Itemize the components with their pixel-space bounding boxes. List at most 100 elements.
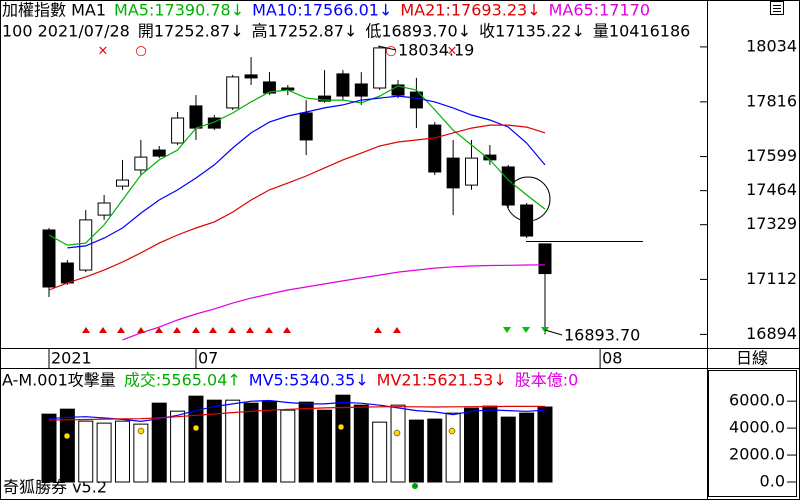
- volume-y-tick-label: 4000.0: [729, 418, 785, 437]
- volume-dot: [412, 483, 418, 489]
- candle-body: [465, 157, 479, 186]
- svg-text:×: ×: [447, 44, 458, 59]
- candle-body: [152, 149, 166, 157]
- volume-bar: [353, 404, 369, 483]
- y-tick-label: 18034: [746, 36, 797, 55]
- candle-body: [299, 112, 313, 141]
- high-annotation: 18034.19: [398, 41, 474, 60]
- header-item: 成交:5565.04↑: [124, 371, 241, 390]
- volume-bar: [500, 416, 516, 483]
- y-tick-label: 16894: [746, 324, 797, 343]
- svg-text:○: ○: [135, 44, 146, 59]
- candle-body: [226, 76, 240, 109]
- header-item: MA21:17693.23↓: [400, 1, 540, 20]
- candle-body: [134, 156, 148, 171]
- volume-dots: [63, 423, 456, 440]
- x-tick-label: 2021: [51, 349, 92, 368]
- volume-bar: [243, 402, 259, 483]
- volume-y-tick-label: 2000.0: [729, 445, 785, 464]
- volume-bar: [537, 406, 553, 483]
- candle-body: [354, 83, 368, 97]
- volume-bar: [372, 421, 388, 483]
- candle-body: [171, 117, 185, 144]
- volume-bar: [408, 419, 424, 483]
- volume-bar: [41, 413, 57, 483]
- y-tick-label: 17329: [746, 214, 797, 233]
- header-item: 收17135.22↓: [479, 22, 585, 41]
- menu-icon[interactable]: [770, 1, 784, 15]
- candle-body: [60, 262, 74, 284]
- header-item: 高17252.87↓: [252, 22, 358, 41]
- volume-bar: [445, 412, 461, 483]
- header-item: MV21:5621.53↓: [377, 371, 507, 390]
- ma-line: [48, 85, 546, 246]
- header-item: 100 2021/07/28: [2, 22, 130, 41]
- ma-line: [48, 405, 546, 421]
- x-tick-label: 08: [602, 349, 622, 368]
- low-annotation: 16893.70: [564, 326, 640, 345]
- volume-bar: [188, 395, 204, 483]
- candle-body: [501, 166, 515, 206]
- candle-body: [79, 219, 93, 271]
- header-item: MV5:5340.35↓: [249, 371, 369, 390]
- candle-body: [409, 91, 423, 109]
- candle-body: [538, 243, 552, 275]
- candle-body: [336, 73, 350, 97]
- volume-bar: [482, 405, 498, 483]
- highlight-circle: [505, 176, 551, 222]
- volume-bar: [59, 408, 75, 483]
- header-item: MA10:17566.01↓: [252, 1, 392, 20]
- volume-bar: [170, 410, 186, 483]
- candle-body: [373, 47, 387, 89]
- volume-bar: [133, 423, 149, 483]
- candle-body: [189, 105, 203, 129]
- x-tick-label: 07: [198, 349, 218, 368]
- volume-bar: [427, 418, 443, 483]
- candle-body: [207, 117, 221, 129]
- high-pointer: [377, 45, 397, 51]
- volume-bar: [464, 407, 480, 483]
- volume-bar: [280, 409, 296, 483]
- header-item: MA65:17170: [549, 1, 650, 20]
- y-tick-label: 17599: [746, 146, 797, 165]
- ma-line: [122, 264, 546, 341]
- volume-bar: [151, 402, 167, 483]
- candle-body: [318, 95, 332, 102]
- buy-signals: [82, 327, 401, 333]
- volume-bar: [317, 409, 333, 483]
- y-tick-label: 17816: [746, 91, 797, 110]
- svg-text:○: ○: [385, 44, 396, 59]
- markers: × ○ × ○: [98, 44, 458, 59]
- volume-bar: [261, 400, 277, 483]
- volume-bar: [96, 422, 112, 483]
- volume-y-tick-label: 6000.0: [729, 391, 785, 410]
- header-item: 股本億:0: [515, 371, 579, 390]
- volume-y-tick-label: 0.0: [760, 472, 785, 491]
- header-item: 開17252.87↓: [138, 22, 244, 41]
- low-pointer: [544, 329, 563, 336]
- price-panel: 加權指數 MA1 MA5:17390.78↓ MA10:17566.01↓ MA21:…: [2, 1, 690, 341]
- volume-bar: [114, 420, 130, 483]
- period-label[interactable]: 日線: [736, 349, 768, 368]
- candle-body: [262, 81, 276, 94]
- ma-line: [67, 95, 546, 249]
- candle-body: [244, 74, 258, 79]
- volume-bar: [519, 412, 535, 483]
- header-item: 量10416186: [593, 22, 690, 41]
- volume-bar: [390, 404, 406, 483]
- volume-bar: [78, 420, 94, 483]
- candle-body: [391, 84, 405, 96]
- ma-line: [48, 399, 546, 423]
- candle-body: [446, 157, 460, 189]
- candle-body: [115, 179, 129, 187]
- ma-line: [48, 124, 546, 291]
- y-tick-label: 17112: [746, 269, 797, 288]
- volume-bar: [206, 399, 222, 483]
- header-item: A-M.001攻擊量: [2, 371, 116, 390]
- header-item: 低16893.70↓: [365, 22, 471, 41]
- volume-bar: [298, 401, 314, 483]
- candle-body: [42, 229, 56, 288]
- candle-body: [97, 202, 111, 216]
- candle-body: [428, 124, 442, 173]
